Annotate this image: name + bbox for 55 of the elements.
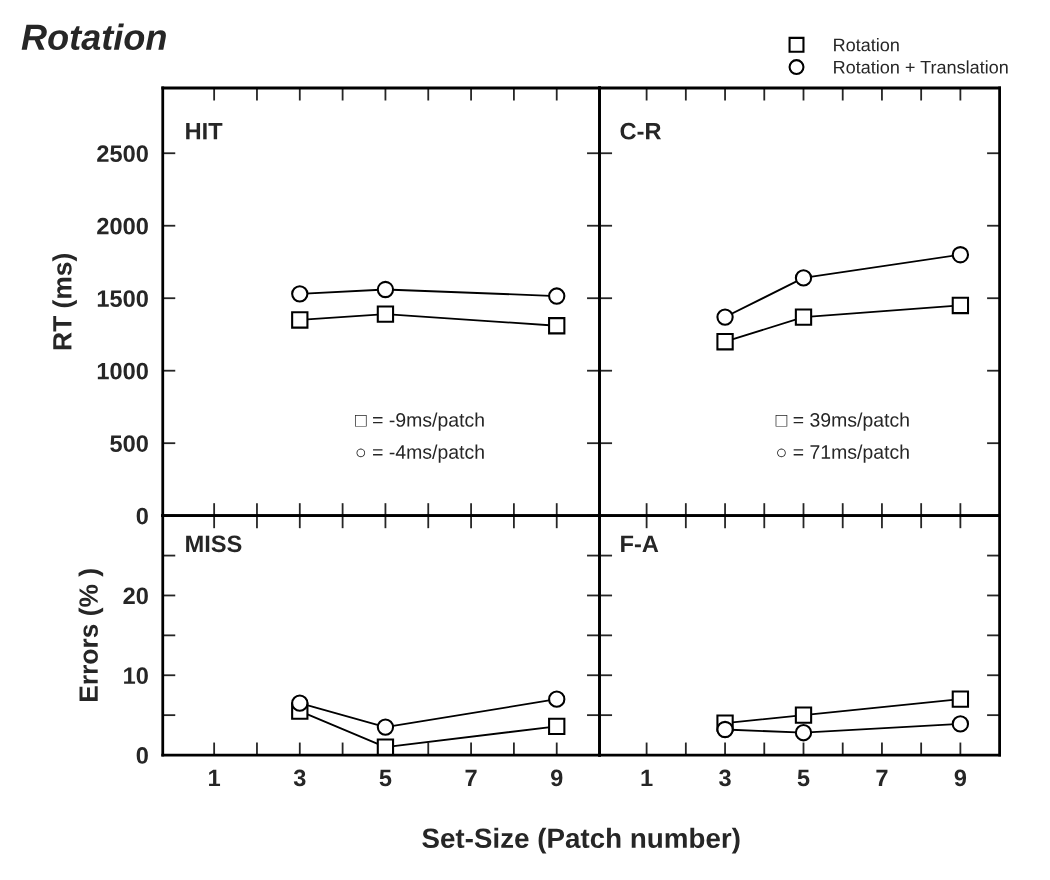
annotation: ○ = -4ms/patch — [356, 444, 484, 463]
point — [716, 333, 734, 351]
annotation: □ = -9ms/patch — [355, 412, 484, 431]
point — [548, 717, 566, 735]
x-tick-label: 7 — [465, 769, 477, 787]
point — [716, 720, 734, 739]
point — [376, 718, 395, 736]
point — [291, 311, 309, 329]
point — [548, 287, 566, 305]
y-tick-label: 1000 — [97, 362, 148, 380]
x-tick-label: 3 — [293, 769, 306, 787]
point — [794, 706, 813, 724]
annotation: □ = 39ms/patch — [775, 412, 909, 431]
y-axis-title: RT (ms) — [52, 254, 77, 350]
point — [548, 690, 566, 708]
point — [951, 715, 970, 733]
point — [291, 285, 309, 303]
x-tick-label: 5 — [797, 769, 810, 787]
y-tick-label: 0 — [136, 747, 148, 764]
point — [376, 738, 395, 756]
point — [951, 690, 970, 708]
x-tick-label: 5 — [379, 769, 392, 787]
annotation: F-A — [621, 535, 659, 552]
legend-label: Rotation — [834, 38, 899, 52]
annotation: HIT — [186, 123, 223, 140]
chart-title: Rotation — [21, 23, 166, 51]
point — [951, 296, 970, 315]
point — [291, 694, 309, 712]
y-tick-label: 1500 — [97, 290, 148, 307]
y-tick-label: 10 — [124, 667, 148, 685]
x-tick-label: 1 — [209, 769, 221, 787]
point — [376, 280, 395, 299]
legend-label: Rotation + Translation — [834, 60, 1008, 74]
point — [716, 308, 734, 326]
y-tick-label: 500 — [110, 435, 148, 452]
annotation: MISS — [186, 535, 242, 553]
point — [794, 724, 813, 742]
point — [951, 246, 970, 264]
y-tick-label: 2000 — [97, 217, 148, 235]
y-axis-title: Errors (% ) — [78, 569, 104, 702]
x-tick-label: 7 — [876, 769, 888, 787]
x-tick-label: 9 — [550, 769, 563, 787]
y-tick-label: 20 — [123, 587, 148, 605]
point — [376, 305, 395, 323]
y-tick-label: 0 — [136, 507, 148, 525]
y-tick-label: 2500 — [97, 145, 148, 163]
point — [794, 269, 813, 287]
annotation: C-R — [620, 122, 662, 140]
x-tick-label: 3 — [719, 769, 731, 787]
x-tick-label: 9 — [954, 769, 967, 787]
point — [794, 308, 813, 326]
point — [548, 317, 566, 335]
x-tick-label: 1 — [641, 769, 653, 787]
x-axis-title: Set-Size (Patch number) — [422, 827, 740, 854]
annotation: ○ = 71ms/patch — [777, 444, 909, 463]
